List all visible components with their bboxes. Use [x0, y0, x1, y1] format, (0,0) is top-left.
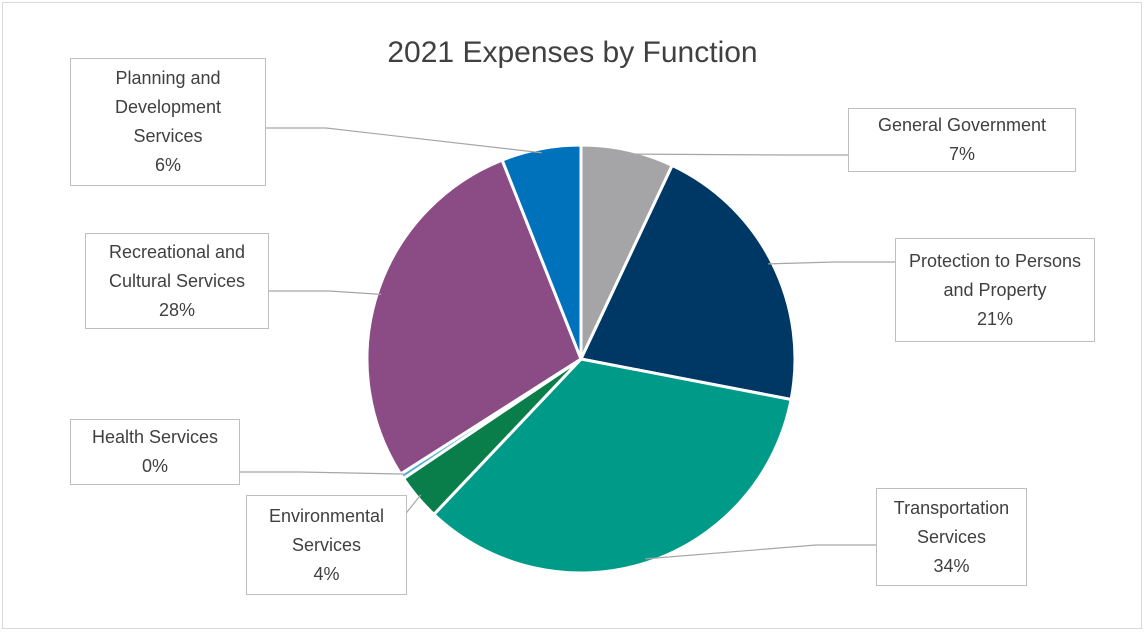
- label-general-government: General Government 7%: [848, 108, 1076, 172]
- slice-recreational-cultural-leader-line: [269, 290, 382, 295]
- slice-transportation-services: [431, 357, 793, 575]
- label-planning-name-line3: Services: [133, 126, 203, 146]
- label-environmental-name-line2: Services: [291, 534, 362, 555]
- slice-general-government-leader-line: [626, 153, 848, 156]
- label-planning-value: 6%: [154, 155, 181, 175]
- label-protection-value: 21%: [976, 308, 1014, 329]
- label-environmental-name-line1: Environmental: [268, 505, 385, 526]
- label-general-government-value: 7%: [948, 144, 975, 164]
- label-transportation-value: 34%: [933, 555, 970, 576]
- slice-planning-development: [500, 143, 583, 360]
- label-environmental-value: 4%: [313, 563, 340, 584]
- label-recreational-name-line2: Cultural Services: [108, 270, 246, 291]
- label-health-services: Health Services 0%: [70, 419, 240, 485]
- slice-protection-persons-property: [578, 163, 797, 402]
- slice-planning-development-leader-line: [266, 127, 542, 154]
- label-protection-persons-property: Protection to Persons and Property 21%: [895, 238, 1095, 342]
- label-recreational-value: 28%: [158, 299, 196, 320]
- chart-title: 2021 Expenses by Function: [387, 36, 758, 69]
- slice-protection-persons-property-leader-line: [768, 261, 895, 265]
- label-planning-name-line2: Development: [114, 97, 222, 117]
- label-recreational-name-line1: Recreational and: [108, 241, 246, 262]
- label-health-name: Health Services: [91, 427, 219, 447]
- slice-recreational-cultural: [365, 158, 583, 477]
- label-transportation-services: Transportation Services 34%: [876, 488, 1027, 586]
- label-recreational-cultural: Recreational and Cultural Services 28%: [85, 233, 269, 329]
- slice-health-services-leader-line: [240, 471, 406, 475]
- label-planning-name-line1: Planning and: [115, 68, 221, 88]
- label-transportation-name-line2: Services: [916, 526, 987, 547]
- label-transportation-name-line1: Transportation: [893, 497, 1010, 518]
- label-general-government-name: General Government: [877, 115, 1047, 135]
- label-environmental-services: Environmental Services 4%: [246, 495, 407, 595]
- label-protection-name-line2: and Property: [943, 279, 1047, 300]
- label-health-value: 0%: [141, 456, 168, 476]
- label-planning-development: Planning and Development Services 6%: [70, 58, 266, 186]
- slice-transportation-services-leader-line: [645, 544, 876, 560]
- label-protection-name-line1: Protection to Persons: [908, 250, 1082, 271]
